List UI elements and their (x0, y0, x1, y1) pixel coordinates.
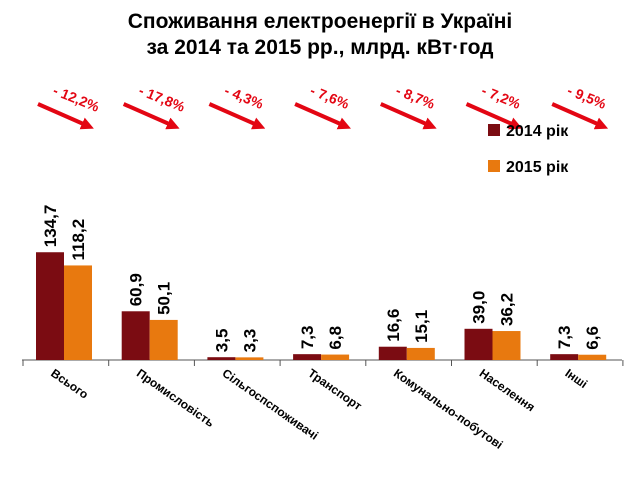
legend-label: 2014 рік (506, 123, 569, 140)
bar-2014 (207, 357, 236, 360)
bar-2015 (235, 357, 264, 360)
bar-2015 (149, 319, 178, 360)
decrease-arrow-icon (465, 102, 523, 130)
decrease-arrow-icon (294, 102, 351, 130)
category-label: Промисловість (134, 366, 217, 430)
bar-2015 (321, 354, 350, 360)
data-label: 3,3 (240, 329, 259, 353)
legend-label: 2015 рік (506, 159, 569, 176)
change-label: - 17,8% (137, 82, 188, 115)
decrease-arrow-icon (551, 102, 609, 130)
decrease-arrow-icon (122, 102, 180, 130)
legend-swatch (488, 124, 500, 136)
change-label: - 4,3% (222, 82, 266, 112)
category-label: Всього (48, 366, 91, 402)
decrease-arrow-icon (37, 102, 94, 130)
change-label: - 7,2% (479, 82, 523, 112)
data-label: 15,1 (412, 310, 431, 343)
data-label: 6,6 (583, 326, 602, 350)
data-label: 60,9 (127, 273, 146, 306)
data-label: 6,8 (326, 326, 345, 350)
category-label: Населення (477, 366, 538, 414)
bar-2014 (293, 354, 322, 360)
data-label: 118,2 (69, 219, 88, 261)
category-label: Транспорт (305, 366, 364, 413)
chart-title-line-2: за 2014 та 2015 рр., млрд. кВт·год (147, 36, 494, 59)
bar-2015 (64, 265, 92, 360)
chart-title-line-1: Споживання електроенергії в Україні (128, 10, 512, 33)
data-label: 7,3 (298, 326, 317, 350)
legend-swatch (488, 160, 500, 172)
bar-2014 (464, 328, 493, 360)
bar-2015 (492, 331, 521, 360)
change-label: - 9,5% (565, 82, 609, 112)
category-label: Інші (562, 366, 590, 391)
bar-2014 (550, 354, 579, 360)
bar-2015 (406, 347, 435, 360)
bar-2014 (36, 252, 64, 360)
data-label: 7,3 (555, 326, 574, 350)
decrease-arrow-icon (208, 102, 266, 130)
bar-2014 (378, 346, 407, 360)
data-label: 3,5 (212, 329, 231, 353)
data-label: 50,1 (155, 282, 174, 315)
change-label: - 8,7% (394, 82, 438, 112)
data-label: 16,6 (384, 309, 403, 342)
data-label: 134,7 (41, 205, 60, 248)
decrease-arrow-icon (379, 102, 437, 130)
change-label: - 12,2% (51, 82, 102, 115)
bar-2015 (578, 354, 607, 360)
data-label: 36,2 (498, 293, 517, 326)
data-label: 39,0 (470, 291, 489, 324)
bar-2014 (121, 311, 150, 360)
change-label: - 7,6% (308, 82, 352, 112)
